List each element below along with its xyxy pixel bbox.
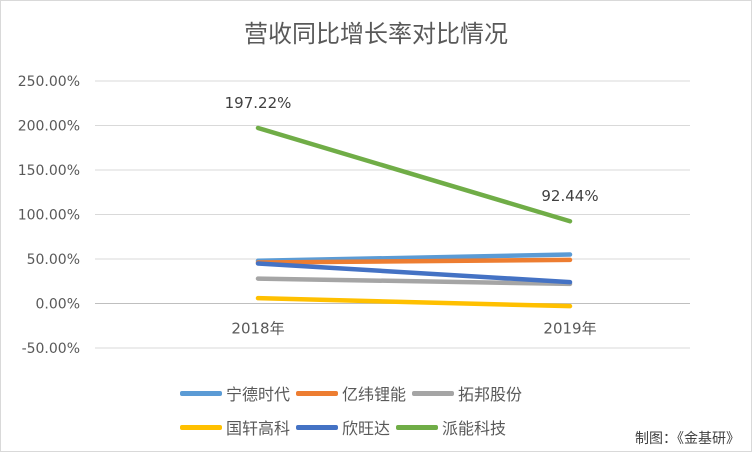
series-line-1 [255,257,573,265]
series-line-4 [255,261,573,285]
y-tick-label: 100.00% [18,208,80,224]
legend-item: 国轩高科 [180,415,290,439]
x-tick-label: 2018年 [231,320,284,338]
legend-swatch-pylon [396,424,439,430]
legend-label: 欣旺达 [342,419,391,438]
legend-label: 亿纬锂能 [342,385,407,404]
legend-row-1: 宁德时代 亿纬锂能 拓邦股份 [180,376,600,410]
y-tick-label: 150.00% [18,163,80,179]
y-tick-label: 0.00% [36,297,80,313]
legend-item: 派能科技 [396,415,506,439]
y-tick-label: 250.00% [18,74,80,90]
y-tick-label: 200.00% [18,119,80,135]
chart-legend: 宁德时代 亿纬锂能 拓邦股份 国轩高科 欣旺达 派能科技 [180,376,600,444]
chart-title: 营收同比增长率对比情况 [244,20,508,48]
series-line-5 [255,125,573,224]
legend-swatch-eve [296,390,339,396]
legend-swatch-topband [412,390,455,396]
legend-label: 拓邦股份 [458,385,523,404]
legend-swatch-sunwoda [296,424,339,430]
chart-credit: 制图：《金基研》 [635,431,740,447]
series-line-0 [255,252,573,264]
legend-label: 派能科技 [442,419,507,438]
legend-swatch-catl [180,390,222,396]
legend-item: 欣旺达 [296,415,390,439]
legend-item: 亿纬锂能 [296,381,406,405]
legend-item: 宁德时代 [180,381,290,405]
legend-row-2: 国轩高科 欣旺达 派能科技 [180,410,600,444]
legend-label: 国轩高科 [226,419,291,438]
series-line-2 [255,276,573,287]
y-tick-label: -50.00% [22,341,80,357]
data-label: 197.22% [225,94,292,112]
data-label: 92.44% [541,187,598,205]
legend-item: 拓邦股份 [412,381,522,405]
series-line-3 [255,295,573,309]
legend-swatch-gotion [180,424,222,430]
legend-label: 宁德时代 [226,385,291,404]
y-tick-label: 50.00% [27,252,80,268]
x-tick-label: 2019年 [543,320,596,338]
